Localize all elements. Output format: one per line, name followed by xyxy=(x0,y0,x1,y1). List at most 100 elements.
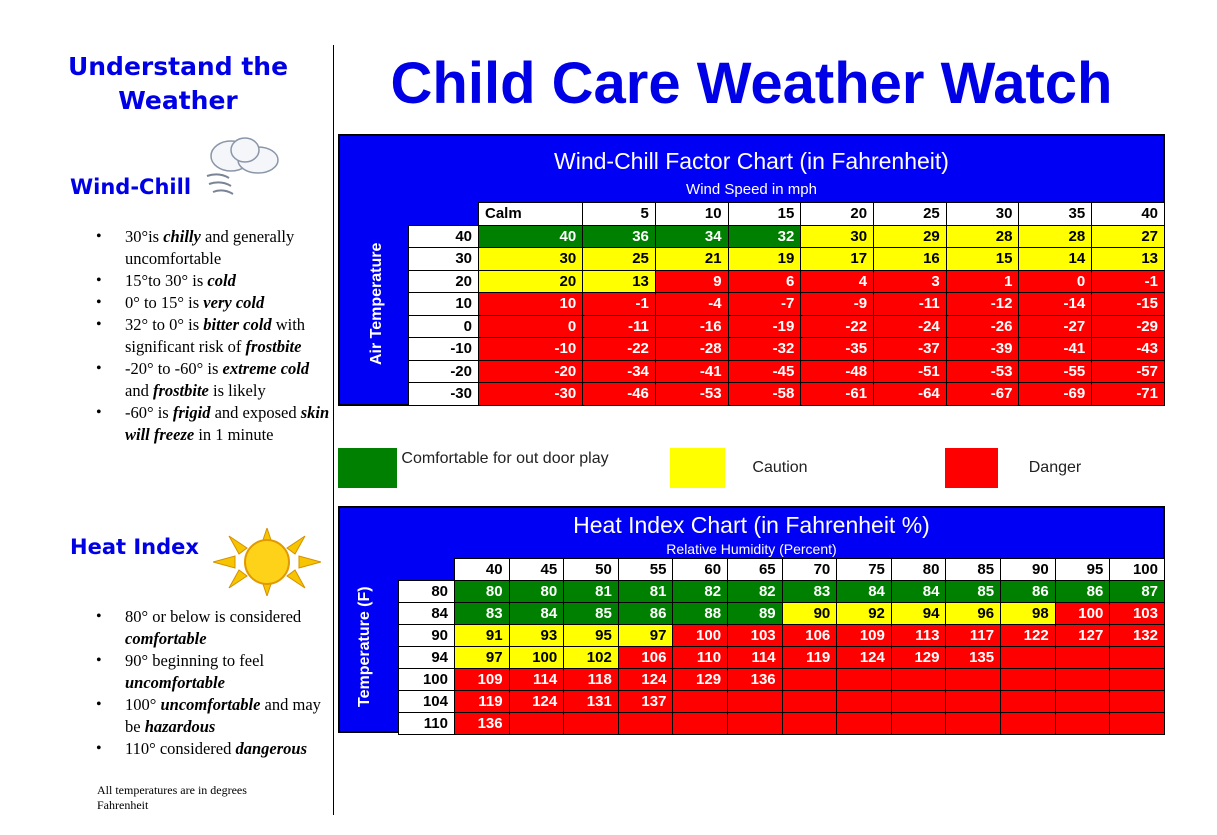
heat-index-cell: 98 xyxy=(1000,602,1056,625)
sidebar-title: Understand the Weather xyxy=(67,52,289,115)
heat-index-cell: 127 xyxy=(1054,624,1111,647)
wind-chill-cell: -11 xyxy=(582,314,656,338)
wind-chill-cell: -27 xyxy=(1018,314,1093,338)
wind-chill-cell: 10 xyxy=(477,292,584,316)
heat-index-cell xyxy=(1054,690,1111,713)
heat-index-cell: 136 xyxy=(727,668,783,691)
heat-index-cell: 80 xyxy=(508,580,565,603)
heat-index-column-header: 75 xyxy=(836,558,892,581)
heat-index-row-header: 80 xyxy=(398,580,455,603)
heat-index-column-header: 80 xyxy=(890,558,947,581)
wind-chill-cell: -28 xyxy=(654,337,729,361)
wind-chill-bullets: 30°is chilly and generally uncomfortable… xyxy=(96,226,331,446)
heat-index-cell xyxy=(836,690,892,713)
divider xyxy=(333,45,334,815)
heat-index-cell: 102 xyxy=(563,646,619,669)
wind-chill-column-header: 10 xyxy=(654,202,729,226)
wind-chill-cell: -24 xyxy=(873,314,947,338)
heat-index-row: 110 136 xyxy=(398,712,1165,735)
heat-index-cell: 85 xyxy=(945,580,1002,603)
heat-index-cell: 97 xyxy=(617,624,674,647)
wind-chill-row: 0 0 -11 -16 -19 -22 -24 -26 -27 -29 xyxy=(408,314,1165,338)
wind-chill-cell: -48 xyxy=(800,359,875,383)
wind-chill-cell: -35 xyxy=(800,337,875,361)
heat-index-cell: 86 xyxy=(1054,580,1111,603)
wind-chill-cell: -51 xyxy=(873,359,947,383)
bullet-item: 100° uncomfortable and may be hazardous xyxy=(96,694,331,738)
wind-chill-title: Wind-Chill Factor Chart (in Fahrenheit) xyxy=(554,148,949,174)
wind-chill-cell: -57 xyxy=(1091,359,1165,383)
heat-index-cell: 87 xyxy=(1109,580,1165,603)
wind-chill-column-header: 20 xyxy=(800,202,875,226)
legend-swatch-g xyxy=(338,448,397,488)
heat-index-row-header: 94 xyxy=(398,646,455,669)
wind-chill-cell: 36 xyxy=(582,224,656,248)
heat-index-chart: Heat Index Chart (in Fahrenheit %) Relat… xyxy=(338,506,1165,735)
wind-chill-cell: 25 xyxy=(582,247,656,271)
heat-index-row-header: 100 xyxy=(398,668,455,691)
wind-chill-cell: -37 xyxy=(873,337,947,361)
heat-index-column-header: 50 xyxy=(563,558,619,581)
heat-index-cell xyxy=(781,668,838,691)
heat-index-cell: 84 xyxy=(508,602,565,625)
wind-chill-cell: 28 xyxy=(945,224,1020,248)
wind-chill-row-header: 20 xyxy=(408,269,479,293)
wind-chill-cell: -69 xyxy=(1018,382,1093,406)
wind-chill-cell: -7 xyxy=(727,292,802,316)
bullet-item: 90° beginning to feel uncomfortable xyxy=(96,650,331,694)
wind-chill-row: -30 -30 -46 -53 -58 -61 -64 -67 -69 -71 xyxy=(408,382,1165,406)
heat-index-column-header: 55 xyxy=(617,558,674,581)
heat-index-cell xyxy=(836,668,892,691)
page-title: Child Care Weather Watch xyxy=(390,51,1113,116)
wind-chill-cell: -20 xyxy=(477,359,584,383)
heat-index-column-header: 90 xyxy=(1000,558,1056,581)
heat-index-cell xyxy=(945,668,1002,691)
cloud-wind-icon xyxy=(203,132,283,198)
wind-chill-cell: 16 xyxy=(873,247,947,271)
heat-index-cell: 129 xyxy=(890,646,947,669)
heat-index-cell: 118 xyxy=(563,668,619,691)
heat-index-cell xyxy=(1000,712,1056,735)
heat-index-cell xyxy=(836,712,892,735)
wind-chill-cell: 34 xyxy=(654,224,729,248)
footnote: All temperatures are in degrees Fahrenhe… xyxy=(97,783,247,812)
heat-index-cell xyxy=(508,712,565,735)
legend-label: Danger xyxy=(1028,459,1082,476)
heat-index-cell: 90 xyxy=(781,602,838,625)
wind-chill-row-label: Air Temperature xyxy=(368,242,385,365)
heat-index-cell: 88 xyxy=(672,602,729,625)
bullet-item: -20° to -60° is extreme cold and frostbi… xyxy=(96,358,331,402)
wind-chill-cell: 28 xyxy=(1018,224,1093,248)
heat-index-cell xyxy=(563,712,619,735)
wind-chill-cell: 1 xyxy=(945,269,1020,293)
heat-index-cell: 129 xyxy=(672,668,729,691)
heat-index-cell: 114 xyxy=(727,646,783,669)
heat-index-cell: 103 xyxy=(727,624,783,647)
legend-swatch-y xyxy=(670,448,725,488)
heat-index-bullets: 80° or below is considered comfortable90… xyxy=(96,606,331,760)
wind-chill-cell: 19 xyxy=(727,247,802,271)
wind-chill-cell: -32 xyxy=(727,337,802,361)
heat-index-row: 84 83 84 85 86 88 89 90 92 94 96 98 100 103 xyxy=(398,602,1165,625)
wind-chill-cell: -11 xyxy=(873,292,947,316)
heat-index-cell xyxy=(781,712,838,735)
wind-chill-cell: -45 xyxy=(727,359,802,383)
heat-index-row: 94 97 100 102 106 110 114 119 124 129 135 xyxy=(398,646,1165,669)
sun-icon xyxy=(211,526,323,598)
heat-index-cell: 119 xyxy=(781,646,838,669)
wind-chill-column-header: 35 xyxy=(1018,202,1093,226)
heat-index-cell: 103 xyxy=(1109,602,1165,625)
heat-index-cell xyxy=(890,690,947,713)
heat-index-cell: 84 xyxy=(890,580,947,603)
wind-chill-cell: -30 xyxy=(477,382,584,406)
heat-index-cell xyxy=(727,690,783,713)
heat-index-column-header: 70 xyxy=(781,558,838,581)
wind-chill-column-header: 40 xyxy=(1091,202,1165,226)
heat-index-cell: 86 xyxy=(617,602,674,625)
heat-index-cell: 113 xyxy=(890,624,947,647)
heat-index-cell: 100 xyxy=(672,624,729,647)
heat-index-cell: 109 xyxy=(454,668,510,691)
bullet-item: 30°is chilly and generally uncomfortable xyxy=(96,226,331,270)
wind-chill-cell: -1 xyxy=(582,292,656,316)
heat-index-row-header: 90 xyxy=(398,624,455,647)
